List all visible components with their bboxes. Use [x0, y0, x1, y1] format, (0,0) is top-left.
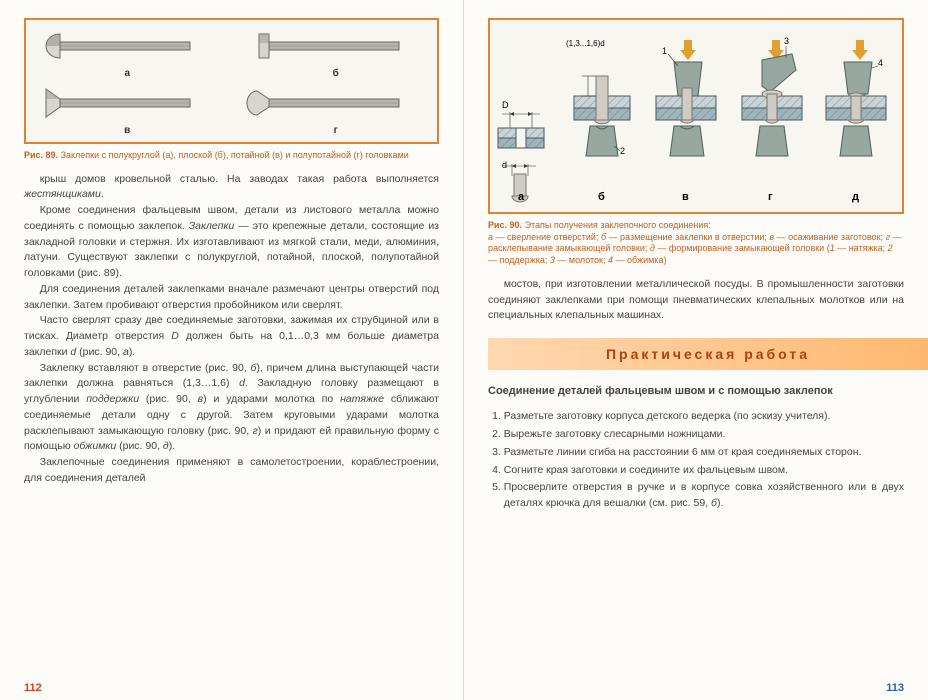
- figure-90-caption: Рис. 90. Этапы получения заклепочного со…: [488, 220, 904, 267]
- fig90-caption-text: Этапы получения заклепочного соединения:…: [488, 220, 902, 265]
- page-number-left: 112: [24, 682, 42, 694]
- rivet-v-svg: [32, 83, 202, 123]
- page-number-right: 113: [886, 682, 904, 694]
- left-p2: Для соединения деталей заклепками вначал…: [24, 282, 439, 314]
- figure-89-box: а б в: [24, 18, 439, 144]
- left-p1: Кроме соединения фальцевым швом, детали …: [24, 203, 439, 282]
- rivet-b-label: б: [241, 68, 432, 79]
- callout-4: 4: [878, 58, 883, 68]
- stage-g-label: г: [768, 191, 773, 203]
- fig89-caption-num: Рис. 89.: [24, 150, 58, 160]
- rivet-b: б: [241, 26, 432, 79]
- stage-b-label: б: [598, 191, 605, 203]
- figure-89-caption: Рис. 89. Заклепки с полукруглой (а), пло…: [24, 150, 439, 162]
- rivet-a: а: [32, 26, 223, 79]
- practice-banner: Практическая работа: [488, 338, 928, 370]
- rivet-b-svg: [241, 26, 411, 66]
- rivet-g-label: г: [241, 125, 432, 136]
- step-5: Просверлите отверстия в ручке и в корпус…: [504, 480, 904, 512]
- rivet-a-svg: [32, 26, 202, 66]
- step-3: Разметьте линии сгиба на расстоянии 6 мм…: [504, 445, 904, 461]
- left-p3: Часто сверлят сразу две соединяемые заго…: [24, 313, 439, 360]
- stage-d-label: д: [852, 191, 859, 203]
- rivet-v-label: в: [32, 125, 223, 136]
- step-1: Разметьте заготовку корпуса детского вед…: [504, 409, 904, 425]
- rivet-g-svg: [241, 83, 411, 123]
- left-p0: крыш домов кровельной сталью. На заводах…: [24, 172, 439, 204]
- left-p5: Заклепочные соединения применяют в самол…: [24, 455, 439, 487]
- page-right: D d: [464, 0, 928, 700]
- dim-d: d: [502, 160, 507, 170]
- rivet-v: в: [32, 83, 223, 136]
- figure-90-svg: D d: [496, 26, 904, 206]
- left-body-text: крыш домов кровельной сталью. На заводах…: [24, 172, 439, 487]
- dim-D: D: [502, 100, 509, 110]
- left-p4: Заклепку вставляют в отверстие (рис. 90,…: [24, 361, 439, 456]
- rivet-g: г: [241, 83, 432, 136]
- step-4: Согните края заготовки и соедините их фа…: [504, 463, 904, 479]
- dim-len: (1,3...1,6)d: [566, 39, 605, 48]
- figure-90-box: D d: [488, 18, 904, 214]
- practice-steps: Разметьте заготовку корпуса детского вед…: [488, 409, 904, 512]
- practice-subheading: Соединение деталей фальцевым швом и с по…: [488, 384, 904, 399]
- page-left: а б в: [0, 0, 464, 700]
- stage-v-label: в: [682, 191, 689, 203]
- stage-a-label: а: [518, 191, 525, 203]
- callout-2: 2: [620, 146, 625, 156]
- right-p0: мостов, при изготовлении металлической п…: [488, 277, 904, 324]
- callout-3: 3: [784, 36, 789, 46]
- callout-1: 1: [662, 46, 667, 56]
- fig89-caption-text: Заклепки с полукруглой (а), плоской (б),…: [58, 150, 409, 160]
- fig90-caption-num: Рис. 90.: [488, 220, 522, 230]
- rivet-grid: а б в: [32, 26, 431, 136]
- right-cont-text: мостов, при изготовлении металлической п…: [488, 277, 904, 324]
- step-2: Вырежьте заготовку слесарными ножницами.: [504, 427, 904, 443]
- rivet-a-label: а: [32, 68, 223, 79]
